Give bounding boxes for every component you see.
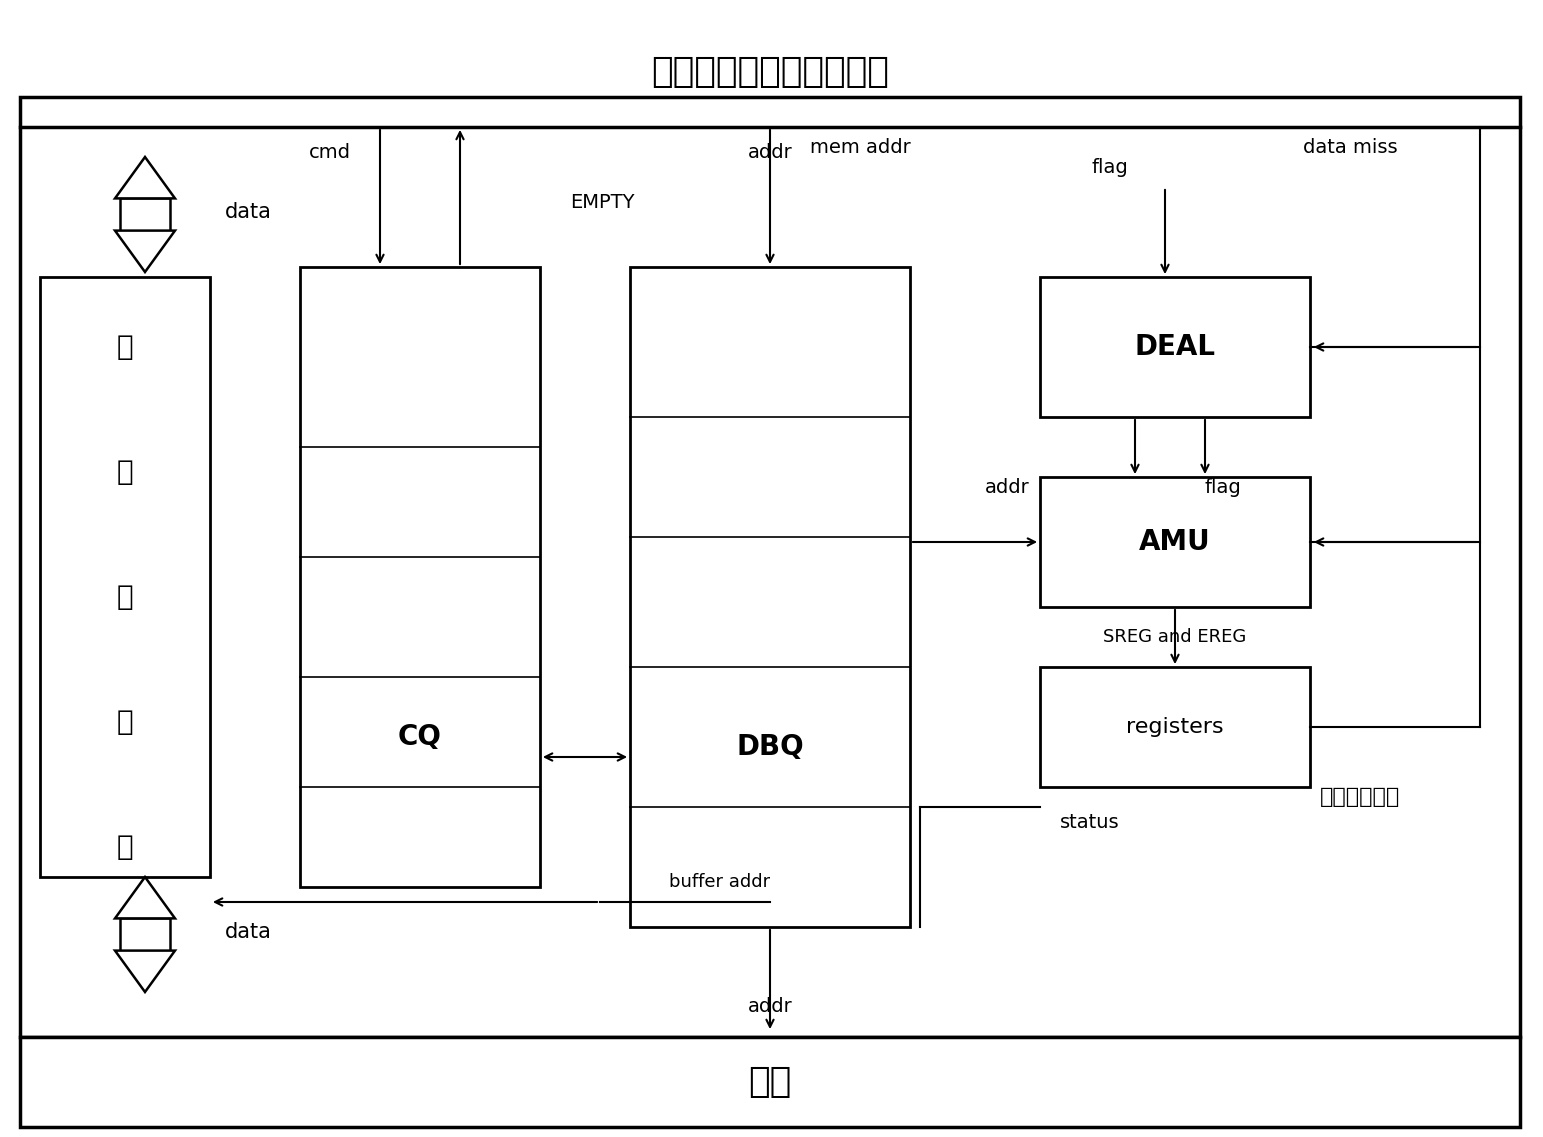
Text: registers: registers [1126,717,1224,737]
Polygon shape [116,157,174,198]
Bar [20,97,1520,1037]
Bar [1040,277,1310,417]
Text: data: data [225,202,272,222]
Text: cmd: cmd [309,142,350,161]
Text: 片上硬件数据库处理器核: 片上硬件数据库处理器核 [651,55,889,89]
Bar [1040,667,1310,787]
Polygon shape [116,231,174,272]
Polygon shape [120,198,170,231]
Bar [299,267,540,887]
Polygon shape [116,951,174,991]
Text: mem addr: mem addr [810,138,910,157]
Text: flag: flag [1205,478,1242,497]
Text: 器: 器 [117,833,133,861]
Bar [1040,478,1310,607]
Text: 冲: 冲 [117,708,133,736]
Text: SREG and EREG: SREG and EREG [1103,628,1247,646]
Text: addr: addr [986,478,1031,497]
Bar [40,277,210,877]
Polygon shape [116,877,174,919]
Text: status: status [1060,813,1120,831]
Text: 速: 速 [117,458,133,485]
Bar [20,1037,1520,1127]
Text: CQ: CQ [398,723,441,752]
Text: 缓冲器控制器: 缓冲器控制器 [1319,787,1400,807]
Text: DEAL: DEAL [1134,333,1216,362]
Text: data miss: data miss [1302,138,1398,157]
Text: buffer addr: buffer addr [670,873,770,891]
Polygon shape [120,919,170,951]
Text: flag: flag [1091,158,1128,176]
Text: AMU: AMU [1139,528,1211,556]
Text: EMPTY: EMPTY [569,192,634,211]
Text: 高: 高 [117,333,133,362]
Text: addr: addr [748,997,793,1016]
Text: addr: addr [748,142,793,161]
Text: DBQ: DBQ [736,733,804,761]
Text: 内存: 内存 [748,1065,792,1099]
Bar [630,267,910,927]
Text: 缓: 缓 [117,583,133,611]
Text: data: data [225,922,272,941]
